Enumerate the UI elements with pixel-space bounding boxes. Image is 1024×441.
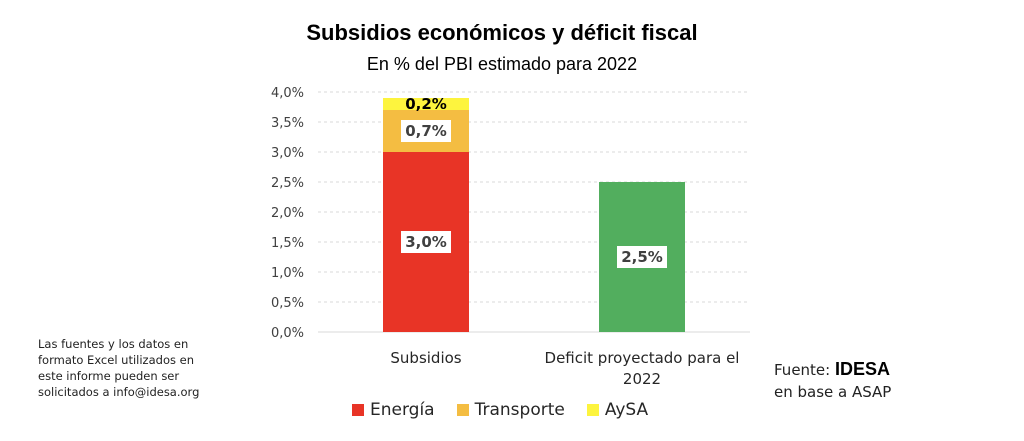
legend-item-transporte: Transporte [456, 400, 565, 420]
data-label: 3,0% [405, 233, 447, 251]
data-label-box [401, 120, 451, 142]
y-tick-label: 1,5% [271, 236, 304, 251]
y-tick-label: 3,5% [271, 116, 304, 131]
note-line: este informe pueden ser [38, 369, 180, 383]
y-tick-label: 4,0% [271, 86, 304, 101]
legend-item-aysa: AySA [586, 400, 649, 420]
source-prefix: Fuente: [774, 361, 835, 379]
bar-segment-aysa [383, 98, 469, 110]
x-category-label: Subsidios [390, 349, 461, 367]
note-line: Las fuentes y los datos en [38, 337, 189, 351]
data-label: 2,5% [621, 248, 663, 266]
legend-swatch-aysa [586, 404, 599, 416]
y-tick-label: 3,0% [271, 146, 304, 161]
x-category-label: 2022 [623, 370, 661, 388]
legend-label: Energía [370, 400, 435, 420]
y-tick-label: 0,0% [271, 326, 304, 341]
y-tick-label: 1,0% [271, 266, 304, 281]
legend-swatch-energia [352, 404, 364, 416]
source-line2: en base a ASAP [774, 383, 892, 401]
y-tick-label: 0,5% [271, 296, 304, 311]
chart-title: Subsidios económicos y déficit fiscal [306, 20, 698, 45]
legend: Energía Transporte AySA [352, 400, 648, 420]
note-line: formato Excel utilizados en [38, 353, 194, 367]
data-label-box [617, 246, 667, 268]
source-credit: Fuente: IDESA en base a ASAP [774, 358, 891, 403]
chart-subtitle: En % del PBI estimado para 2022 [366, 54, 638, 74]
y-tick-label: 2,0% [271, 206, 304, 221]
data-label: 0,7% [405, 122, 447, 140]
legend-swatch-transporte [456, 404, 469, 416]
x-category-label: Deficit proyectado para el [545, 349, 740, 367]
y-tick-label: 2,5% [271, 176, 304, 191]
legend-label: Transporte [474, 400, 565, 420]
data-label: 0,2% [405, 95, 447, 113]
data-label-box [401, 231, 451, 253]
legend-item-energia: Energía [352, 400, 435, 420]
legend-label: AySA [604, 400, 649, 420]
note-line: solicitados a info@idesa.org [38, 385, 200, 399]
source-brand: IDESA [834, 359, 890, 379]
data-availability-note: Las fuentes y los datos en formato Excel… [38, 336, 238, 400]
